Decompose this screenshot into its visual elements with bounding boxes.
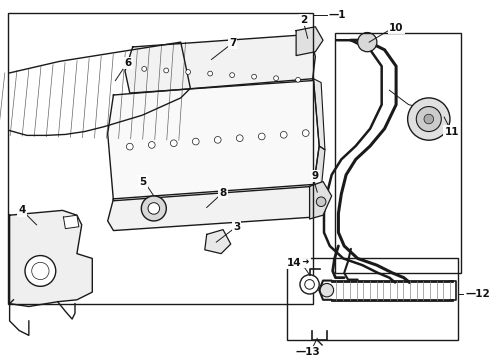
Circle shape (25, 256, 56, 286)
Circle shape (186, 69, 191, 75)
Text: —1: —1 (329, 10, 346, 20)
Circle shape (142, 67, 147, 71)
Circle shape (230, 73, 235, 77)
Circle shape (416, 107, 441, 131)
Polygon shape (63, 215, 79, 229)
Text: —13: —13 (295, 347, 320, 357)
Polygon shape (296, 27, 323, 55)
Text: 2: 2 (300, 15, 307, 25)
Text: 7: 7 (229, 38, 236, 48)
Circle shape (258, 133, 265, 140)
Polygon shape (125, 35, 316, 93)
Polygon shape (310, 181, 332, 219)
Circle shape (208, 71, 213, 76)
Circle shape (164, 68, 169, 73)
Circle shape (215, 136, 221, 143)
Bar (287, 258, 458, 340)
Circle shape (171, 140, 177, 147)
Circle shape (126, 143, 133, 150)
Circle shape (317, 197, 326, 207)
Text: 6: 6 (124, 58, 131, 68)
Circle shape (141, 196, 166, 221)
Polygon shape (108, 184, 321, 230)
Circle shape (252, 74, 256, 79)
Text: 3: 3 (233, 222, 240, 232)
Polygon shape (205, 230, 231, 254)
Circle shape (302, 130, 309, 136)
Circle shape (424, 114, 434, 124)
Polygon shape (10, 210, 92, 306)
Bar (8, 13, 314, 303)
Circle shape (32, 262, 49, 280)
Circle shape (305, 280, 315, 289)
Bar (335, 32, 462, 273)
Circle shape (273, 76, 278, 81)
Polygon shape (314, 146, 325, 190)
Text: 14: 14 (287, 258, 301, 268)
Circle shape (300, 275, 319, 294)
Circle shape (236, 135, 243, 141)
Circle shape (148, 141, 155, 148)
Text: 9: 9 (312, 171, 319, 181)
Polygon shape (10, 42, 190, 135)
Polygon shape (314, 79, 325, 150)
Polygon shape (108, 79, 319, 201)
Text: 8: 8 (220, 188, 227, 198)
Text: 11: 11 (444, 127, 459, 136)
Circle shape (193, 138, 199, 145)
Text: —12: —12 (466, 289, 490, 299)
Text: 5: 5 (140, 176, 147, 186)
Text: 4: 4 (19, 205, 26, 215)
Circle shape (320, 283, 334, 297)
Circle shape (408, 98, 450, 140)
Circle shape (148, 203, 160, 214)
Text: 10: 10 (389, 23, 403, 33)
Circle shape (358, 32, 377, 52)
Circle shape (280, 131, 287, 138)
Text: 14→: 14→ (286, 257, 310, 267)
Circle shape (295, 77, 300, 82)
